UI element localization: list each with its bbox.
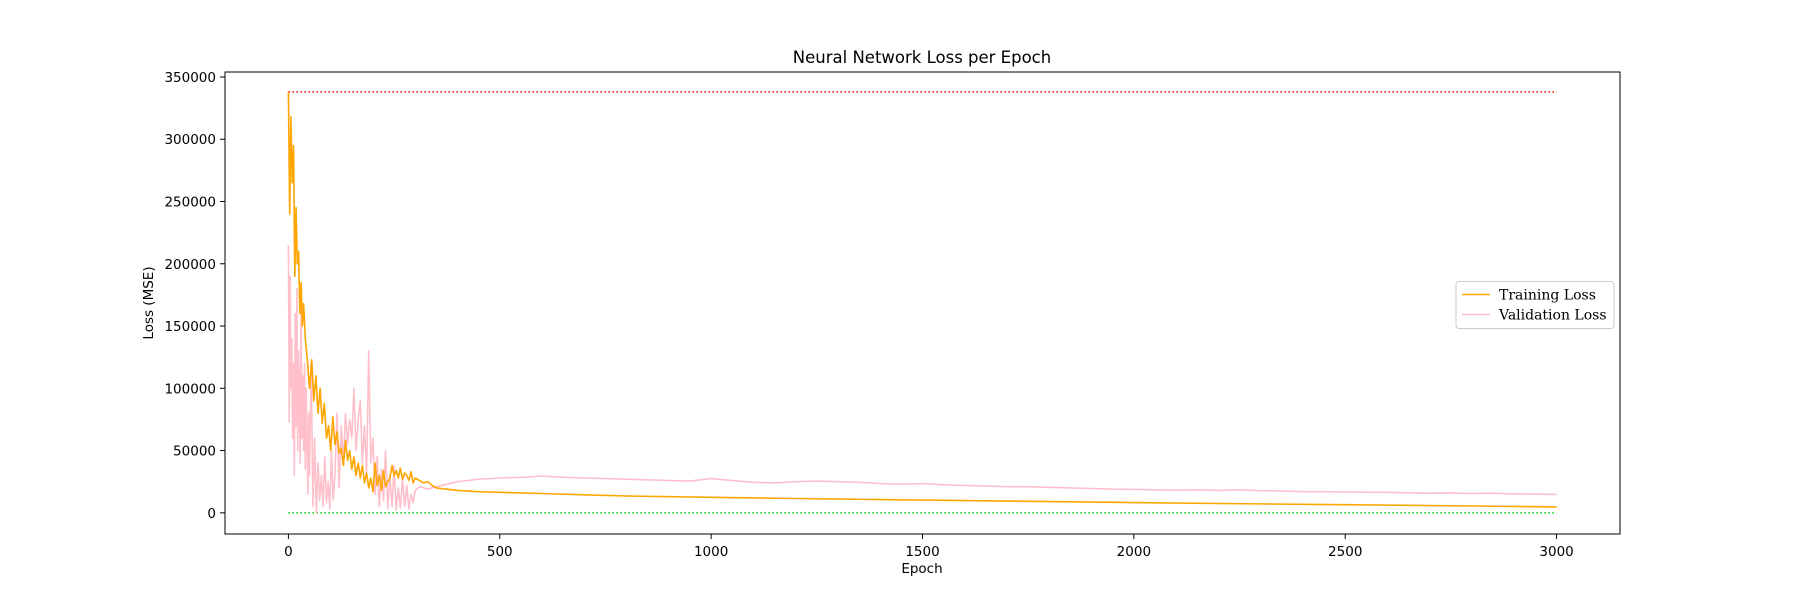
- series-line-validation-loss: [287, 245, 1557, 514]
- y-tick-label: 200000: [164, 257, 216, 273]
- y-tick-label: 300000: [164, 132, 216, 148]
- legend-box: [1455, 281, 1615, 329]
- legend-label: Training Loss: [1499, 288, 1596, 304]
- y-tick-label: 350000: [164, 70, 216, 86]
- y-tick-label: 100000: [164, 381, 216, 397]
- series-lines: [287, 91, 1557, 514]
- x-tick-label: 500: [487, 544, 513, 560]
- legend: Training Loss Validation Loss: [1455, 281, 1615, 329]
- x-tick-label: 2000: [1117, 544, 1151, 560]
- x-tick-label: 1000: [694, 544, 728, 560]
- y-axis: 0 50000 100000 150000 200000 250000 300000 3500…: [164, 70, 225, 522]
- x-axis-label: Epoch: [901, 561, 942, 577]
- legend-label: Validation Loss: [1498, 308, 1607, 324]
- reference-lines: [288, 91, 1557, 514]
- x-tick-label: 2500: [1328, 544, 1362, 560]
- y-tick-label: 0: [207, 506, 216, 522]
- y-tick-label: 50000: [173, 444, 216, 460]
- plot-area-frame: [224, 71, 1621, 535]
- y-axis-label: Loss (MSE): [141, 266, 157, 339]
- x-tick-label: 0: [284, 544, 293, 560]
- y-tick-label: 250000: [164, 195, 216, 211]
- x-tick-label: 3000: [1539, 544, 1573, 560]
- series-line-training-loss: [287, 91, 1557, 508]
- x-axis: 0 500 1000 1500 2000 2500 3000: [284, 534, 1574, 560]
- x-tick-label: 1500: [905, 544, 939, 560]
- y-tick-label: 150000: [164, 319, 216, 335]
- chart-title: Neural Network Loss per Epoch: [793, 48, 1051, 67]
